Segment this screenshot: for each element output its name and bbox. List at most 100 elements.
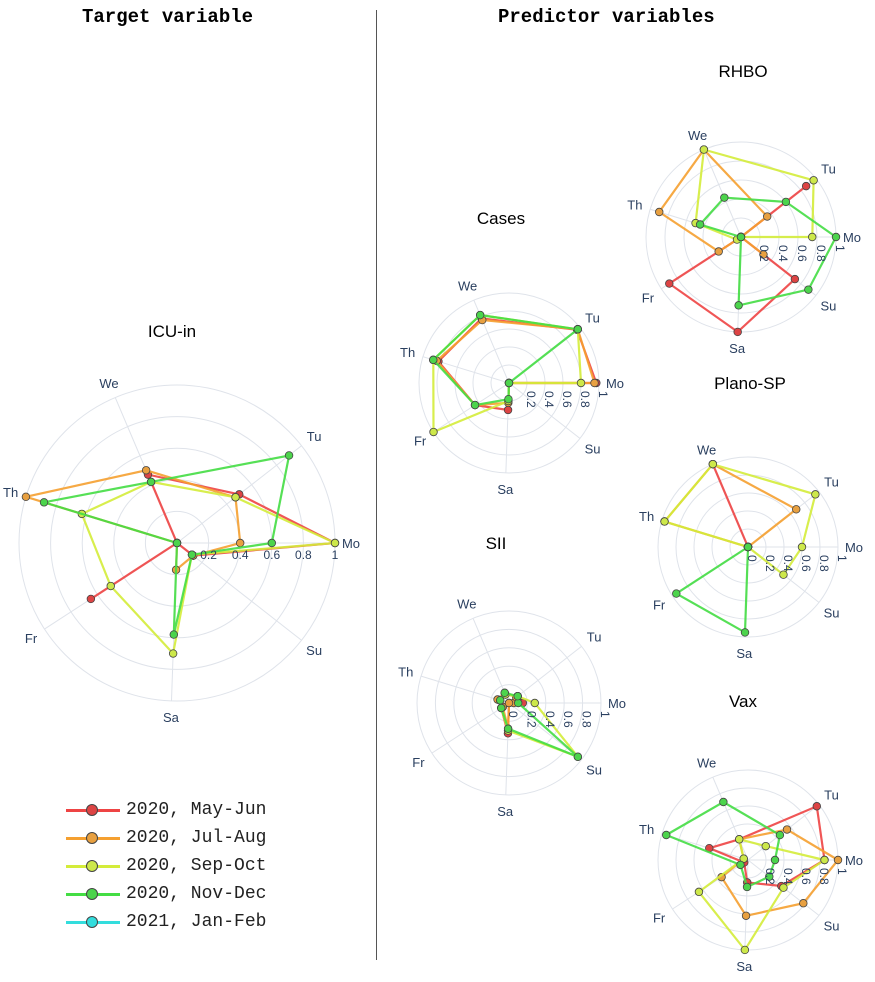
- data-point: [792, 505, 801, 514]
- angular-tick-label: Fr: [653, 598, 666, 613]
- angular-tick-label: Su: [306, 643, 322, 658]
- radial-tick-label: 0.4: [542, 391, 556, 408]
- data-point: [267, 538, 276, 548]
- legend: 2020, May-Jun 2020, Jul-Aug 2020, Sep-Oc…: [66, 796, 266, 936]
- radial-tick-label: 1: [596, 391, 610, 398]
- data-point: [833, 855, 843, 865]
- chart-title: Plano-SP: [714, 374, 786, 393]
- legend-item[interactable]: 2020, Jul-Aug: [66, 824, 266, 852]
- data-point: [660, 517, 669, 526]
- angular-tick-label: Th: [627, 198, 642, 213]
- data-point: [781, 197, 791, 207]
- series-line: [657, 147, 769, 256]
- grid-spoke: [431, 702, 510, 754]
- data-point: [799, 899, 808, 908]
- data-point: [765, 872, 774, 881]
- data-point: [734, 301, 743, 310]
- grid-spoke: [472, 618, 510, 704]
- target-variable-header: Target variable: [82, 6, 254, 28]
- data-point: [235, 538, 245, 548]
- angular-tick-label: Sa: [729, 341, 746, 356]
- angular-tick-label: We: [457, 597, 476, 612]
- angular-tick-label: Sa: [497, 804, 514, 819]
- grid-spoke: [508, 382, 581, 439]
- angular-tick-label: Tu: [585, 311, 600, 326]
- angular-tick-label: Su: [585, 441, 601, 456]
- data-point: [779, 570, 788, 579]
- series-line: [711, 463, 750, 548]
- angular-tick-label: Fr: [412, 755, 425, 770]
- radial-tick-label: 0.2: [200, 548, 217, 562]
- legend-item[interactable]: 2020, Sep-Oct: [66, 852, 266, 880]
- grid-spoke: [712, 776, 749, 861]
- data-point: [576, 378, 586, 388]
- legend-item[interactable]: 2020, May-Jun: [66, 796, 266, 824]
- legend-item[interactable]: 2021, Jan-Feb: [66, 908, 266, 936]
- data-point: [106, 581, 115, 591]
- data-point: [809, 176, 818, 185]
- legend-label: 2020, Nov-Dec: [126, 884, 267, 904]
- angular-tick-label: Th: [639, 509, 654, 524]
- data-point: [742, 882, 752, 892]
- data-point: [573, 325, 582, 334]
- radar-chart-icu-in: ICU-in Mo Tu We Th Fr Sa Su 0.2 0.4 0.6 0.8 1: [3, 322, 360, 725]
- radial-tick-label: 0.6: [795, 245, 809, 262]
- angular-tick-label: Mo: [843, 230, 861, 245]
- legend-swatch: [66, 858, 120, 874]
- angular-tick-label: Mo: [845, 540, 863, 555]
- angular-tick-label: Th: [400, 345, 415, 360]
- legend-label: 2020, May-Jun: [126, 800, 267, 820]
- radial-tick-label: 0.2: [757, 245, 771, 262]
- angular-tick-label: Mo: [608, 696, 626, 711]
- data-point: [231, 493, 240, 502]
- angular-tick-label: We: [697, 755, 716, 770]
- series-line: [698, 196, 838, 307]
- data-point: [694, 887, 704, 897]
- grid-spoke: [508, 645, 582, 704]
- radial-tick-label: 0.2: [524, 391, 538, 408]
- data-point: [590, 378, 599, 388]
- angular-tick-label: Mo: [606, 376, 624, 391]
- data-point: [763, 212, 772, 221]
- angular-tick-label: Th: [398, 664, 413, 679]
- angular-tick-label: Sa: [736, 959, 753, 974]
- data-point: [172, 538, 182, 548]
- predictor-variables-header: Predictor variables: [498, 6, 715, 28]
- angular-tick-label: Th: [639, 822, 654, 837]
- radial-tick-label: 0.8: [578, 391, 592, 408]
- data-point: [504, 378, 514, 388]
- data-point: [330, 538, 340, 548]
- chart-title: ICU-in: [148, 322, 196, 341]
- radial-tick-label: 0.2: [763, 555, 777, 572]
- radial-tick-label: 0.4: [543, 711, 557, 728]
- data-point: [284, 451, 294, 460]
- legend-item[interactable]: 2020, Nov-Dec: [66, 880, 266, 908]
- series-line: [705, 804, 826, 888]
- radial-tick-label: 1: [835, 868, 849, 875]
- data-point: [141, 466, 151, 475]
- legend-swatch: [66, 802, 120, 818]
- angular-tick-label: Mo: [342, 536, 360, 551]
- data-point: [470, 400, 480, 410]
- radar-chart-plano-sp: Plano-SP Mo Tu We Th Fr Sa Su 0 0.2 0.4 0.6 0.8 1: [639, 374, 863, 661]
- data-point: [808, 232, 817, 242]
- angular-tick-label: Su: [821, 298, 837, 313]
- section-divider: [376, 10, 377, 960]
- chart-title: SII: [486, 534, 507, 553]
- angular-tick-label: Sa: [497, 482, 514, 497]
- radar-chart-rhbo: RHBO Mo Tu We Th Fr Sa Su 0.2 0.4 0.6 0.8 1: [627, 62, 861, 356]
- angular-tick-label: Fr: [642, 290, 655, 305]
- data-point: [775, 830, 785, 840]
- series-line: [697, 837, 828, 952]
- radial-tick-label: 0.6: [799, 868, 813, 885]
- radial-tick-label: 0.4: [781, 555, 795, 572]
- angular-tick-label: We: [688, 128, 707, 143]
- radial-tick-label: 0.8: [817, 555, 831, 572]
- data-point: [503, 405, 513, 415]
- data-point: [743, 542, 753, 552]
- data-point: [719, 797, 728, 807]
- data-point: [146, 477, 156, 487]
- angular-tick-label: Tu: [824, 475, 839, 490]
- radial-tick-label: 0.4: [781, 868, 795, 885]
